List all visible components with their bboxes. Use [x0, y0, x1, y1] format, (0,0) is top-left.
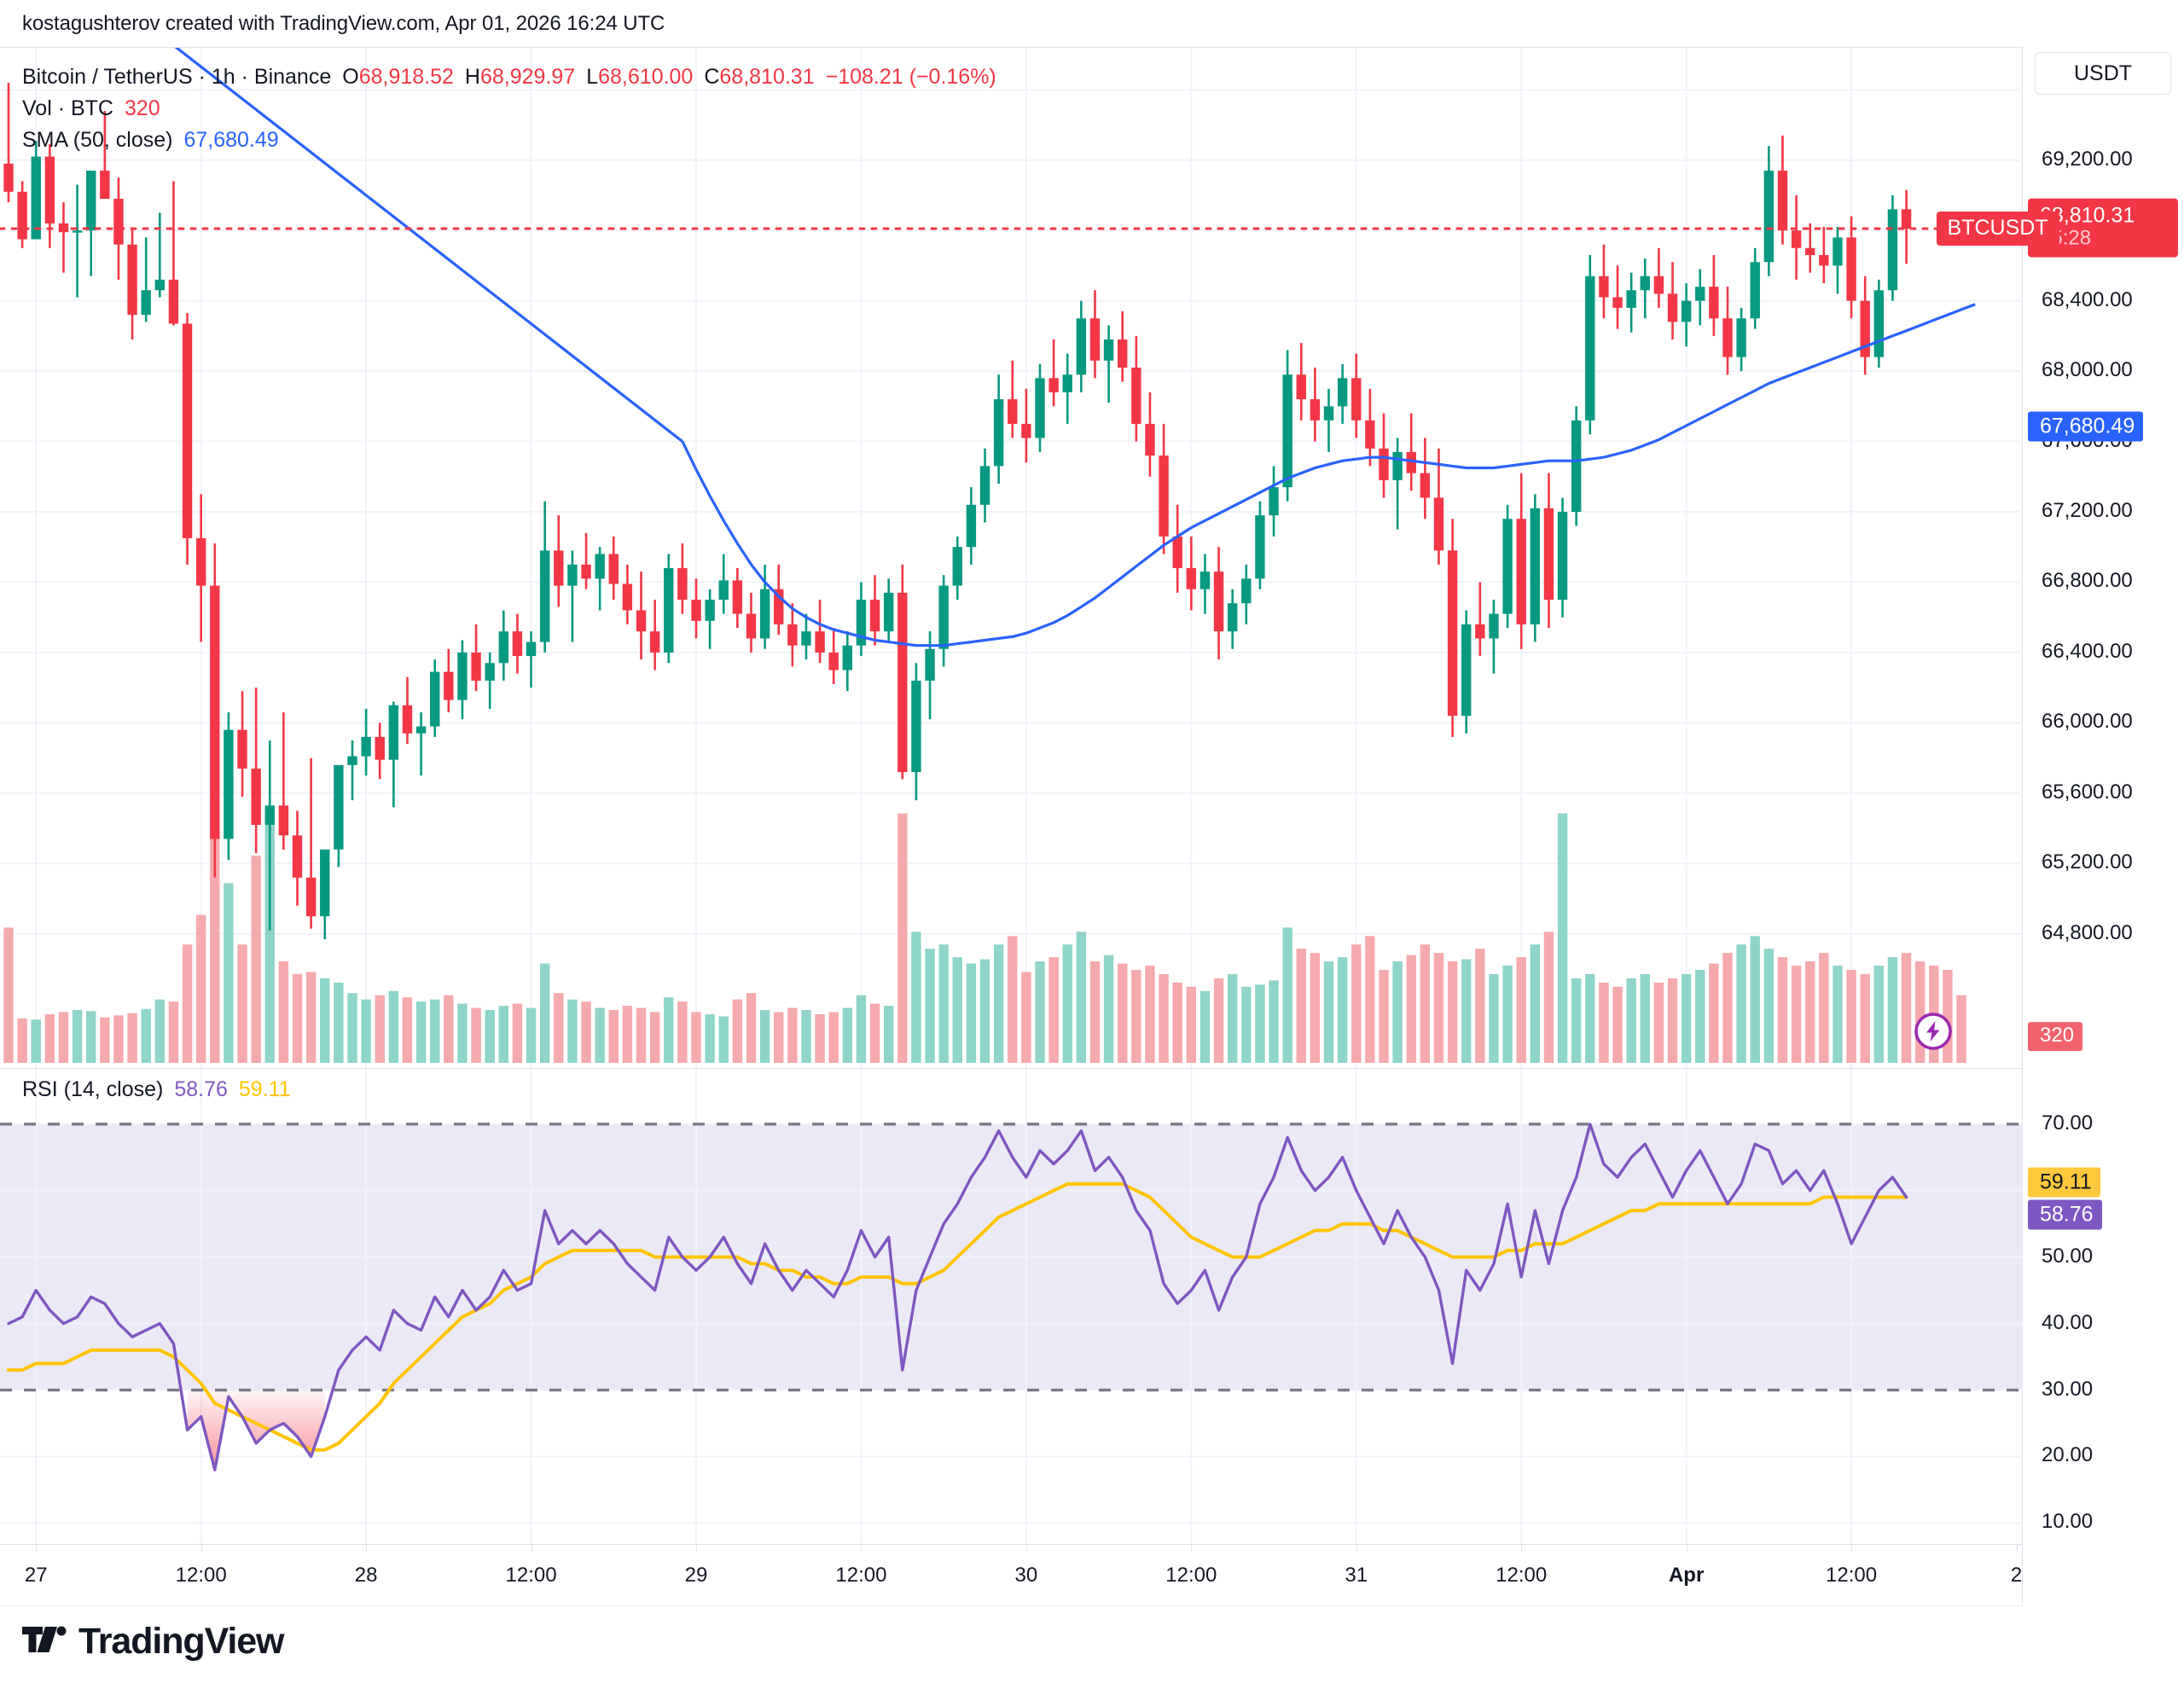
- rsi-axis-tick: 10.00: [2042, 1510, 2094, 1534]
- lightning-bolt-icon[interactable]: [1914, 1012, 1953, 1051]
- time-axis-tick-mark: [36, 1545, 38, 1552]
- rsi-pane[interactable]: RSI (14, close) 58.76 59.11: [0, 1068, 2023, 1545]
- last-price-badge-value: 68,810.31: [2040, 203, 2135, 228]
- rsi-axis[interactable]: 70.0060.0050.0040.0030.0020.0010.0059.11…: [2023, 1068, 2184, 1544]
- time-axis-tick: 12:00: [505, 1564, 557, 1587]
- rsi-badge[interactable]: 58.76: [2028, 1199, 2102, 1230]
- time-axis-tick-mark: [1356, 1545, 1357, 1552]
- time-axis-tick-mark: [1851, 1545, 1853, 1552]
- time-axis-tick-mark: [531, 1545, 532, 1552]
- time-axis-tick: 31: [1345, 1564, 1368, 1587]
- price-axis-tick: 68,000.00: [2042, 358, 2133, 382]
- price-axis-tick: 66,800.00: [2042, 569, 2133, 593]
- time-axis-tick: 12:00: [835, 1564, 887, 1587]
- time-axis-tick-mark: [696, 1545, 697, 1552]
- price-axis-tick: 64,800.00: [2042, 920, 2133, 944]
- time-axis-tick: 27: [24, 1564, 48, 1587]
- time-axis-tick: 2: [2010, 1564, 2023, 1587]
- price-pane[interactable]: Bitcoin / TetherUS · 1h · Binance O68,918…: [0, 47, 2059, 1069]
- rsi-axis-tick: 40.00: [2042, 1310, 2094, 1334]
- time-axis-tick: 29: [684, 1564, 708, 1587]
- time-axis-tick: 12:00: [1826, 1564, 1878, 1587]
- rsi-ma-badge[interactable]: 59.11: [2028, 1167, 2100, 1198]
- price-axis-tick: 69,200.00: [2042, 147, 2133, 171]
- rsi-axis-tick: 50.00: [2042, 1244, 2094, 1268]
- price-axis-tick: 66,400.00: [2042, 639, 2133, 663]
- time-axis-tick-mark: [1521, 1545, 1523, 1552]
- price-axis[interactable]: USDT 69,200.0068,800.0068,400.0068,000.0…: [2023, 47, 2184, 1068]
- time-axis-tick: 12:00: [1496, 1564, 1548, 1587]
- price-axis-tick: 65,200.00: [2042, 850, 2133, 874]
- time-axis-tick-mark: [200, 1545, 202, 1552]
- time-axis-tick: 12:00: [175, 1564, 227, 1587]
- time-axis-tick: 30: [1014, 1564, 1038, 1587]
- time-axis[interactable]: 27 12:00 28 12:00 29 12:00 30 12:00 31 12:00 Apr 12…: [0, 1544, 2023, 1606]
- price-axis-tick: 66,000.00: [2042, 710, 2133, 734]
- time-axis-tick-mark: [2016, 1545, 2018, 1552]
- bar-countdown: 35:28: [2040, 226, 2092, 250]
- currency-chip[interactable]: USDT: [2035, 52, 2171, 95]
- time-axis-tick-mark: [861, 1545, 863, 1552]
- time-axis-tick-mark: [1025, 1545, 1027, 1552]
- last-price-flag: BTCUSDT: [1936, 212, 2059, 247]
- tradingview-footer-logo[interactable]: TradingView: [22, 1621, 285, 1663]
- price-axis-tick: 67,200.00: [2042, 499, 2133, 522]
- time-axis-tick: Apr: [1668, 1564, 1705, 1587]
- rsi-chart-svg: [0, 1069, 2023, 1545]
- time-axis-tick-mark: [366, 1545, 368, 1552]
- price-axis-tick: 68,400.00: [2042, 287, 2133, 311]
- tradingview-wordmark: TradingView: [78, 1621, 285, 1662]
- tradingview-logo-icon: [22, 1622, 67, 1662]
- time-axis-tick-mark: [1191, 1545, 1193, 1552]
- rsi-axis-tick: 20.00: [2042, 1443, 2094, 1467]
- attribution-text: kostagushterov created with TradingView.…: [22, 12, 665, 35]
- price-axis-tick: 65,600.00: [2042, 780, 2133, 804]
- rsi-axis-tick: 30.00: [2042, 1377, 2094, 1401]
- sma-price-badge[interactable]: 67,680.49: [2028, 411, 2144, 442]
- price-chart-svg: [0, 48, 2023, 1069]
- time-axis-tick: 12:00: [1165, 1564, 1217, 1587]
- rsi-axis-tick: 70.00: [2042, 1111, 2094, 1135]
- volume-badge[interactable]: 320: [2028, 1022, 2083, 1051]
- time-axis-tick: 28: [354, 1564, 378, 1587]
